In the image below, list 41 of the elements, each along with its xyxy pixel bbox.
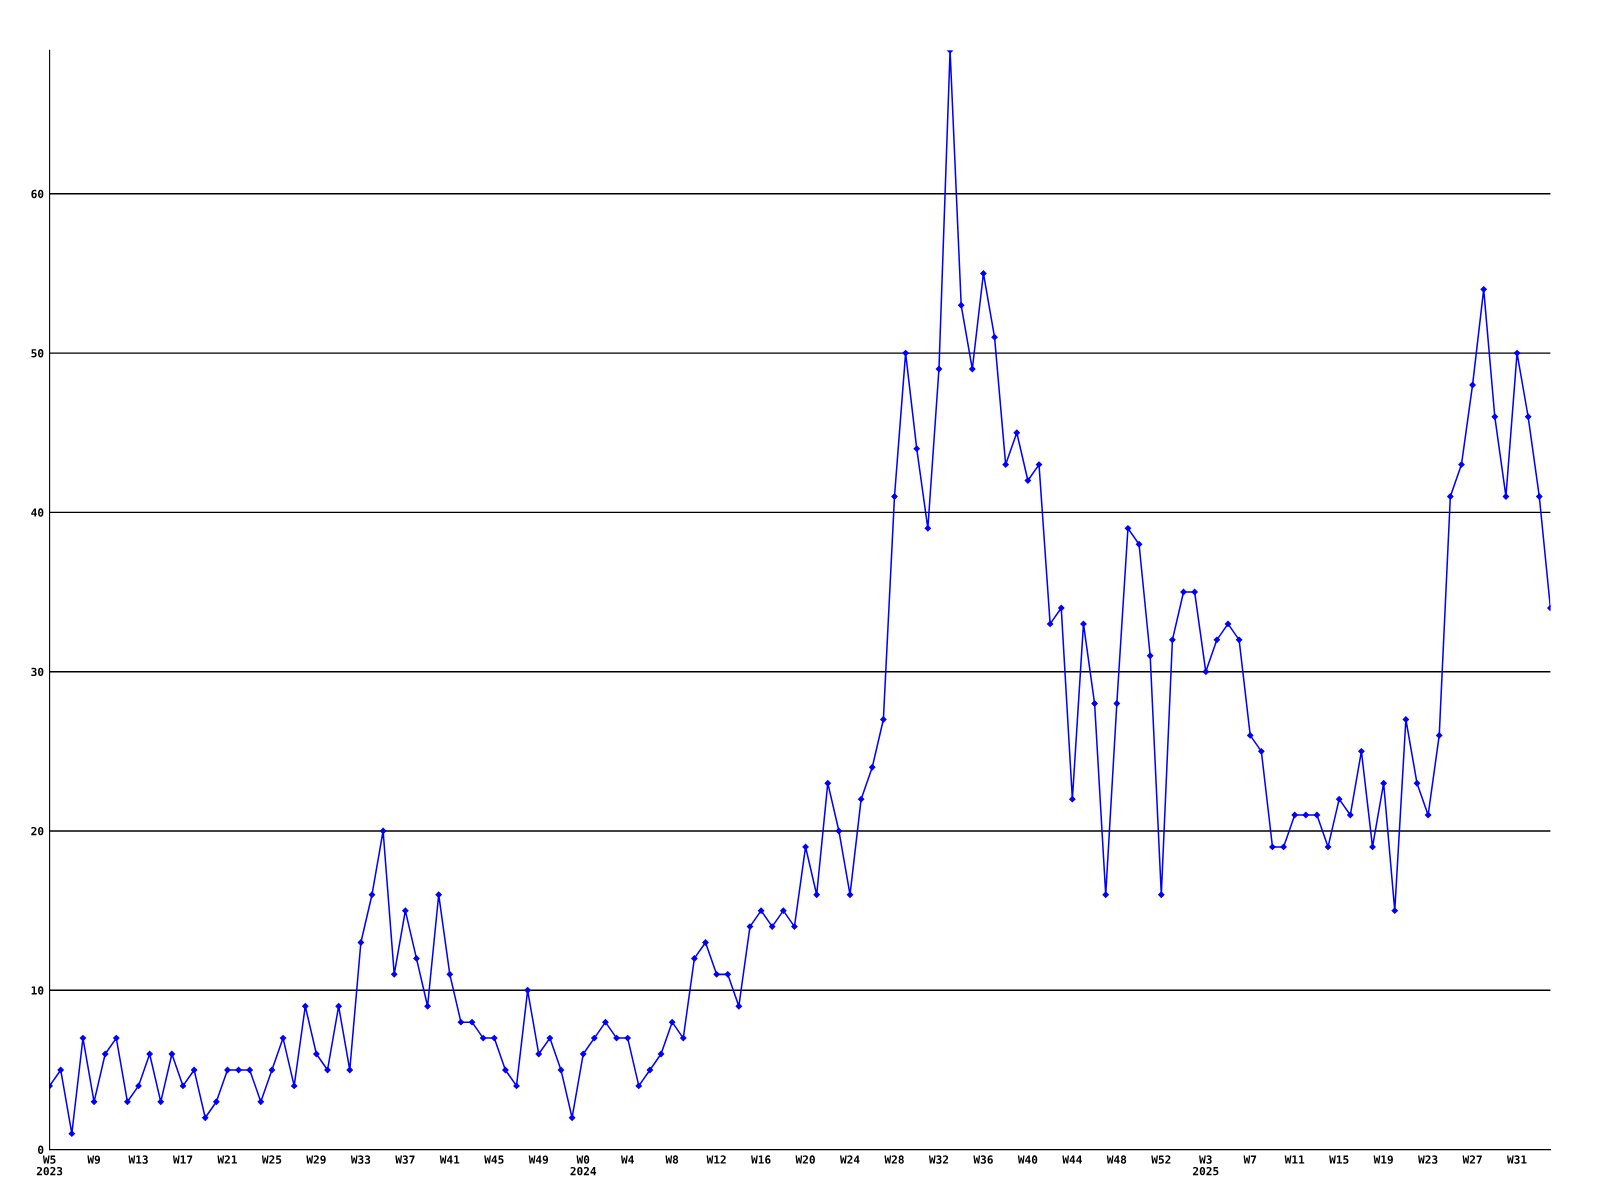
x-tick-label: W0 2024	[570, 1155, 597, 1176]
y-tick-label: 0	[38, 1145, 44, 1154]
x-tick-label: W48	[1106, 1155, 1127, 1164]
y-tick-label: 50	[31, 349, 44, 358]
x-tick-label: W12	[706, 1155, 726, 1164]
x-tick-label: W9	[87, 1155, 101, 1164]
x-tick-label: W52	[1151, 1155, 1171, 1164]
y-tick-label: 60	[31, 189, 44, 199]
x-tick-label: W21	[217, 1155, 237, 1164]
x-tick-label: W23	[1418, 1155, 1438, 1164]
x-tick-label: W33	[350, 1155, 371, 1164]
x-tick-label: W7	[1243, 1155, 1257, 1164]
x-tick-label: W31	[1507, 1155, 1527, 1164]
x-tick-label: W15	[1329, 1155, 1349, 1164]
x-tick-label: W25	[261, 1155, 282, 1164]
x-tick-label: W44	[1062, 1155, 1082, 1164]
x-tick-label: W17	[172, 1155, 193, 1164]
x-tick-label: W24	[839, 1155, 860, 1164]
x-tick-label: W28	[884, 1155, 904, 1164]
y-tick-label: 10	[31, 986, 44, 995]
x-tick-label: W32	[928, 1155, 949, 1164]
x-tick-label: W45	[484, 1155, 504, 1164]
x-tick-label: W5 2023	[36, 1155, 63, 1176]
x-tick-label: W13	[128, 1155, 148, 1164]
x-tick-label: W3 2025	[1193, 1155, 1219, 1176]
x-tick-label: W36	[973, 1155, 993, 1164]
x-tick-label: W27	[1462, 1155, 1482, 1164]
x-tick-label: W37	[395, 1155, 415, 1164]
y-tick-label: 20	[31, 826, 44, 836]
x-tick-label: W4	[621, 1155, 634, 1164]
x-tick-label: W8	[665, 1155, 679, 1164]
x-tick-label: W29	[306, 1155, 326, 1164]
x-tick-label: W19	[1373, 1155, 1393, 1164]
y-tick-label: 30	[31, 667, 44, 677]
x-tick-label: W49	[528, 1155, 549, 1164]
x-tick-label: W41	[439, 1155, 460, 1164]
x-tick-label: W40	[1017, 1155, 1038, 1164]
y-tick-label: 40	[31, 508, 44, 517]
x-tick-label: W16	[751, 1155, 771, 1164]
x-tick-label: W11	[1284, 1155, 1305, 1164]
x-tick-label: W20	[795, 1155, 815, 1164]
